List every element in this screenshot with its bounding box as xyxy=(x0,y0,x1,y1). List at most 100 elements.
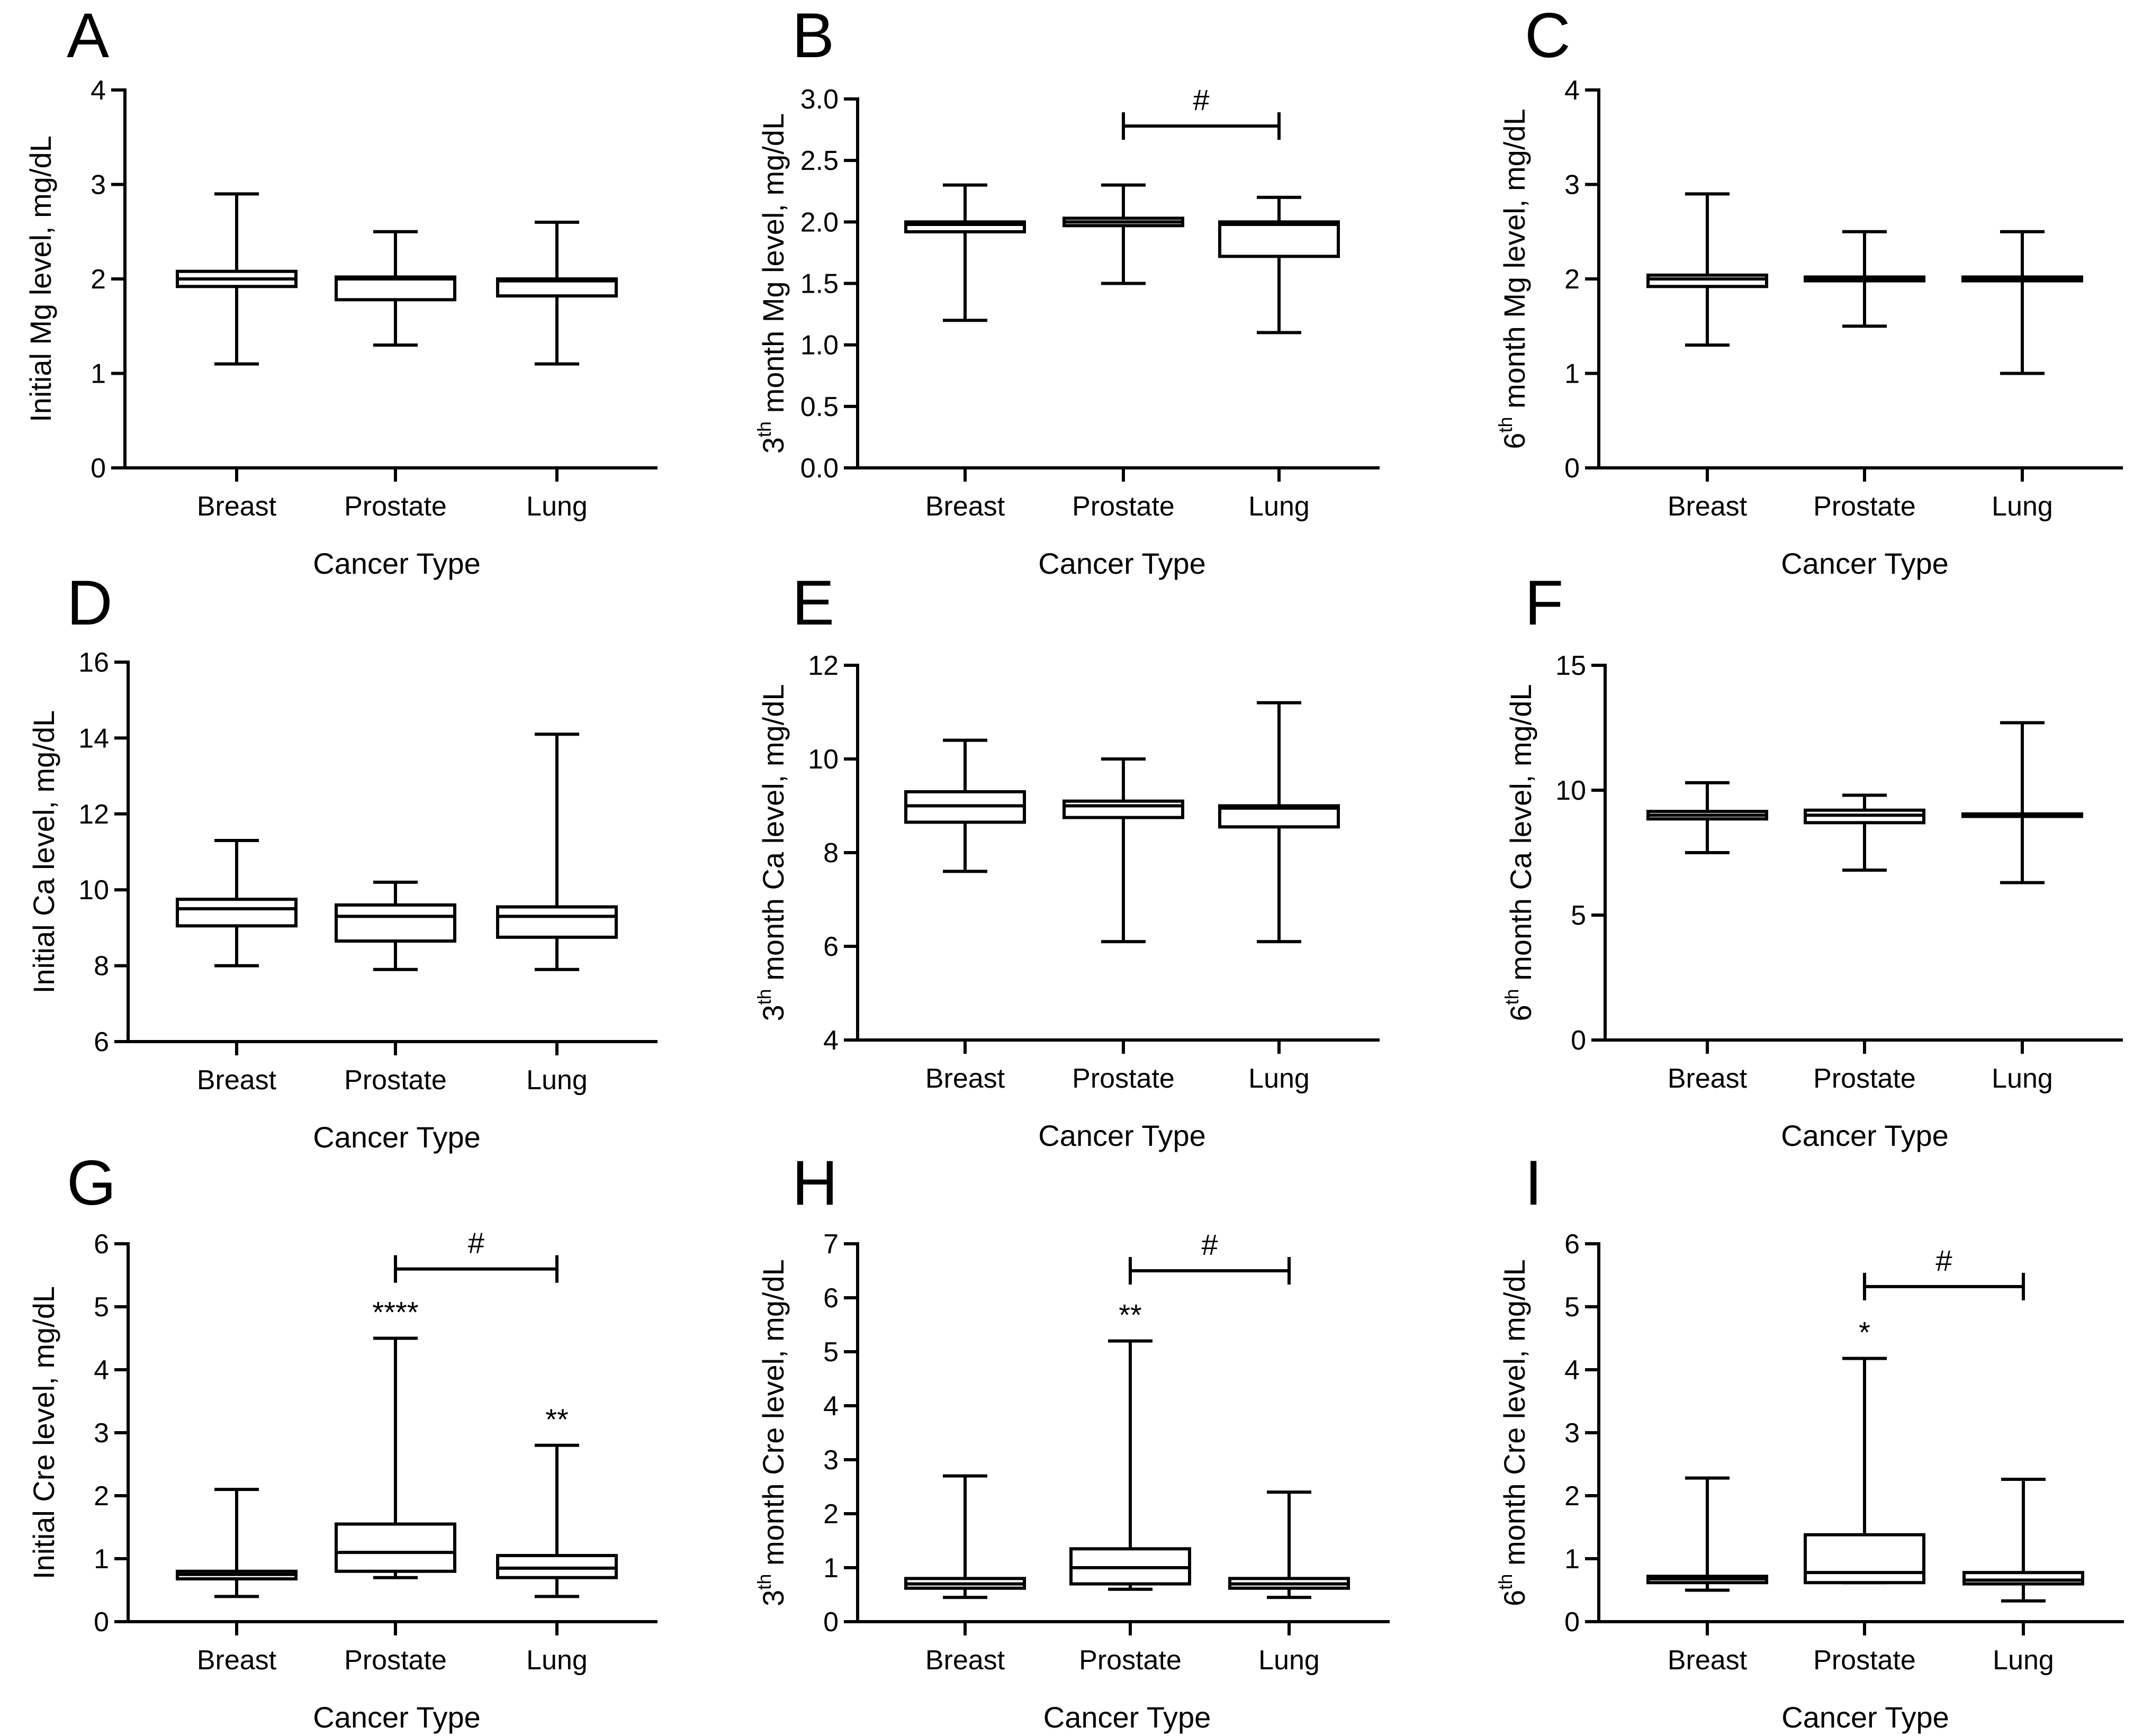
y-tick-label: 7 xyxy=(823,1229,839,1260)
box-lung xyxy=(496,733,618,971)
x-tick-label-breast: Breast xyxy=(1668,1645,1748,1676)
box-prostate xyxy=(1063,183,1184,285)
x-tick-label-lung: Lung xyxy=(1248,491,1310,522)
x-tick-label-prostate: Prostate xyxy=(1079,1645,1182,1676)
y-axis-title: Initial Cre level, mg/dL xyxy=(27,1286,60,1579)
y-tick-label: 5 xyxy=(1571,900,1586,931)
x-tick-label-breast: Breast xyxy=(197,491,277,522)
y-axis-title-ordinal: 6 xyxy=(1498,1590,1531,1606)
box-prostate xyxy=(1804,1357,1925,1585)
y-axis-title-superscript: th xyxy=(753,989,775,1005)
y-tick-label: 2 xyxy=(823,1499,839,1530)
x-tick-label-breast: Breast xyxy=(925,491,1005,522)
y-tick-label: 1 xyxy=(823,1553,839,1584)
y-axis-title-ordinal: 3 xyxy=(757,437,790,454)
x-tick-label-lung: Lung xyxy=(526,1645,588,1676)
x-axis-title: Cancer Type xyxy=(1781,1701,1949,1734)
x-tick-label-breast: Breast xyxy=(197,1645,277,1676)
x-tick-label-prostate: Prostate xyxy=(344,1065,447,1096)
y-tick-label: 12 xyxy=(78,799,109,830)
box-breast xyxy=(1646,192,1768,347)
x-axis-title: Cancer Type xyxy=(1038,1119,1205,1152)
x-tick-label-breast: Breast xyxy=(197,1065,277,1096)
y-tick-label: 4 xyxy=(94,1355,109,1386)
bracket-label: # xyxy=(1201,1228,1218,1261)
box-prostate xyxy=(335,1336,456,1579)
comparison-bracket: # xyxy=(1122,83,1281,140)
x-tick-label-lung: Lung xyxy=(1992,491,2053,522)
y-tick-label: 3 xyxy=(1564,1418,1580,1449)
y-tick-label: 3 xyxy=(1564,170,1580,201)
y-axis-title-ordinal: 3 xyxy=(757,1590,790,1606)
x-tick-label-prostate: Prostate xyxy=(1072,1063,1175,1094)
y-tick-label: 2.5 xyxy=(800,146,839,176)
y-tick-label: 0 xyxy=(1564,1607,1580,1638)
y-tick-label: 3.0 xyxy=(800,84,839,115)
panel-letter: C xyxy=(1525,0,1571,71)
box-lung xyxy=(1961,230,2083,375)
bracket-label: # xyxy=(1935,1244,1952,1277)
x-axis-title: Cancer Type xyxy=(1038,547,1205,580)
y-tick-label: 0 xyxy=(1571,1025,1586,1056)
box-breast xyxy=(1646,1476,1768,1592)
panel-f: F 0 5 10 15 Breast Prostate Lung Cancer Type 6th … xyxy=(1501,567,2123,1152)
box-breast xyxy=(904,1474,1026,1599)
x-tick-label-prostate: Prostate xyxy=(1813,1063,1916,1094)
y-tick-label: 1 xyxy=(1564,359,1580,390)
y-tick-label: 4 xyxy=(823,1025,839,1056)
x-tick-label-lung: Lung xyxy=(526,1065,588,1096)
bracket-label: # xyxy=(468,1226,484,1260)
y-tick-label: 1 xyxy=(1564,1544,1580,1575)
y-axis-title-ordinal: 6 xyxy=(1504,1005,1537,1021)
iqr-box xyxy=(1646,273,1768,288)
iqr-box xyxy=(176,898,298,928)
significance-annotation: * xyxy=(1859,1316,1870,1349)
panel-c: C 0 1 2 3 4 Breast Prostate Lung Cancer Type 6th m… xyxy=(1494,0,2123,580)
y-axis-title-text: month Mg level, mg/dL xyxy=(757,113,790,421)
box-prostate xyxy=(1804,793,1925,872)
box-breast xyxy=(904,183,1026,322)
iqr-box xyxy=(1962,1571,2084,1586)
y-tick-label: 5 xyxy=(823,1337,839,1368)
y-axis-title: 6th month Mg level, mg/dL xyxy=(1494,108,1531,449)
y-tick-label: 4 xyxy=(1564,1355,1580,1386)
panel-letter: E xyxy=(792,567,834,638)
box-lung xyxy=(496,220,618,366)
iqr-box xyxy=(1218,220,1340,258)
y-tick-label: 14 xyxy=(78,723,109,754)
iqr-box xyxy=(1063,799,1184,819)
x-tick-label-prostate: Prostate xyxy=(1813,1645,1916,1676)
box-lung xyxy=(496,1443,618,1598)
y-tick-label: 15 xyxy=(1555,650,1586,681)
iqr-box xyxy=(1804,1533,1925,1585)
y-tick-label: 0 xyxy=(91,453,106,484)
box-lung xyxy=(1228,1490,1350,1599)
x-axis-title: Cancer Type xyxy=(313,1701,480,1734)
box-lung xyxy=(1961,721,2083,884)
y-axis-title-ordinal: 6 xyxy=(1498,432,1531,449)
y-tick-label: 2 xyxy=(91,264,106,295)
y-tick-label: 1.0 xyxy=(800,330,839,361)
iqr-box xyxy=(335,903,456,943)
panel-letter: A xyxy=(67,0,109,71)
y-axis-title-superscript: th xyxy=(753,421,775,437)
box-breast xyxy=(176,838,298,968)
x-tick-label-lung: Lung xyxy=(1248,1063,1310,1094)
iqr-box xyxy=(335,1522,456,1573)
y-tick-label: 6 xyxy=(1564,1229,1580,1260)
y-axis-title-superscript: th xyxy=(1501,989,1523,1005)
y-axis-title: 6th month Ca level, mg/dL xyxy=(1501,684,1537,1021)
x-tick-label-prostate: Prostate xyxy=(1072,491,1175,522)
x-tick-label-lung: Lung xyxy=(526,491,588,522)
y-tick-label: 3 xyxy=(91,170,106,201)
y-axis-title: 3th month Mg level, mg/dL xyxy=(753,113,790,454)
y-tick-label: 10 xyxy=(808,744,839,775)
x-axis-title: Cancer Type xyxy=(1781,1119,1948,1152)
comparison-bracket: # xyxy=(1863,1244,2025,1300)
box-lung xyxy=(1218,195,1340,334)
comparison-bracket: # xyxy=(394,1226,559,1283)
box-prostate xyxy=(1069,1339,1191,1591)
x-axis-title: Cancer Type xyxy=(313,1120,480,1154)
